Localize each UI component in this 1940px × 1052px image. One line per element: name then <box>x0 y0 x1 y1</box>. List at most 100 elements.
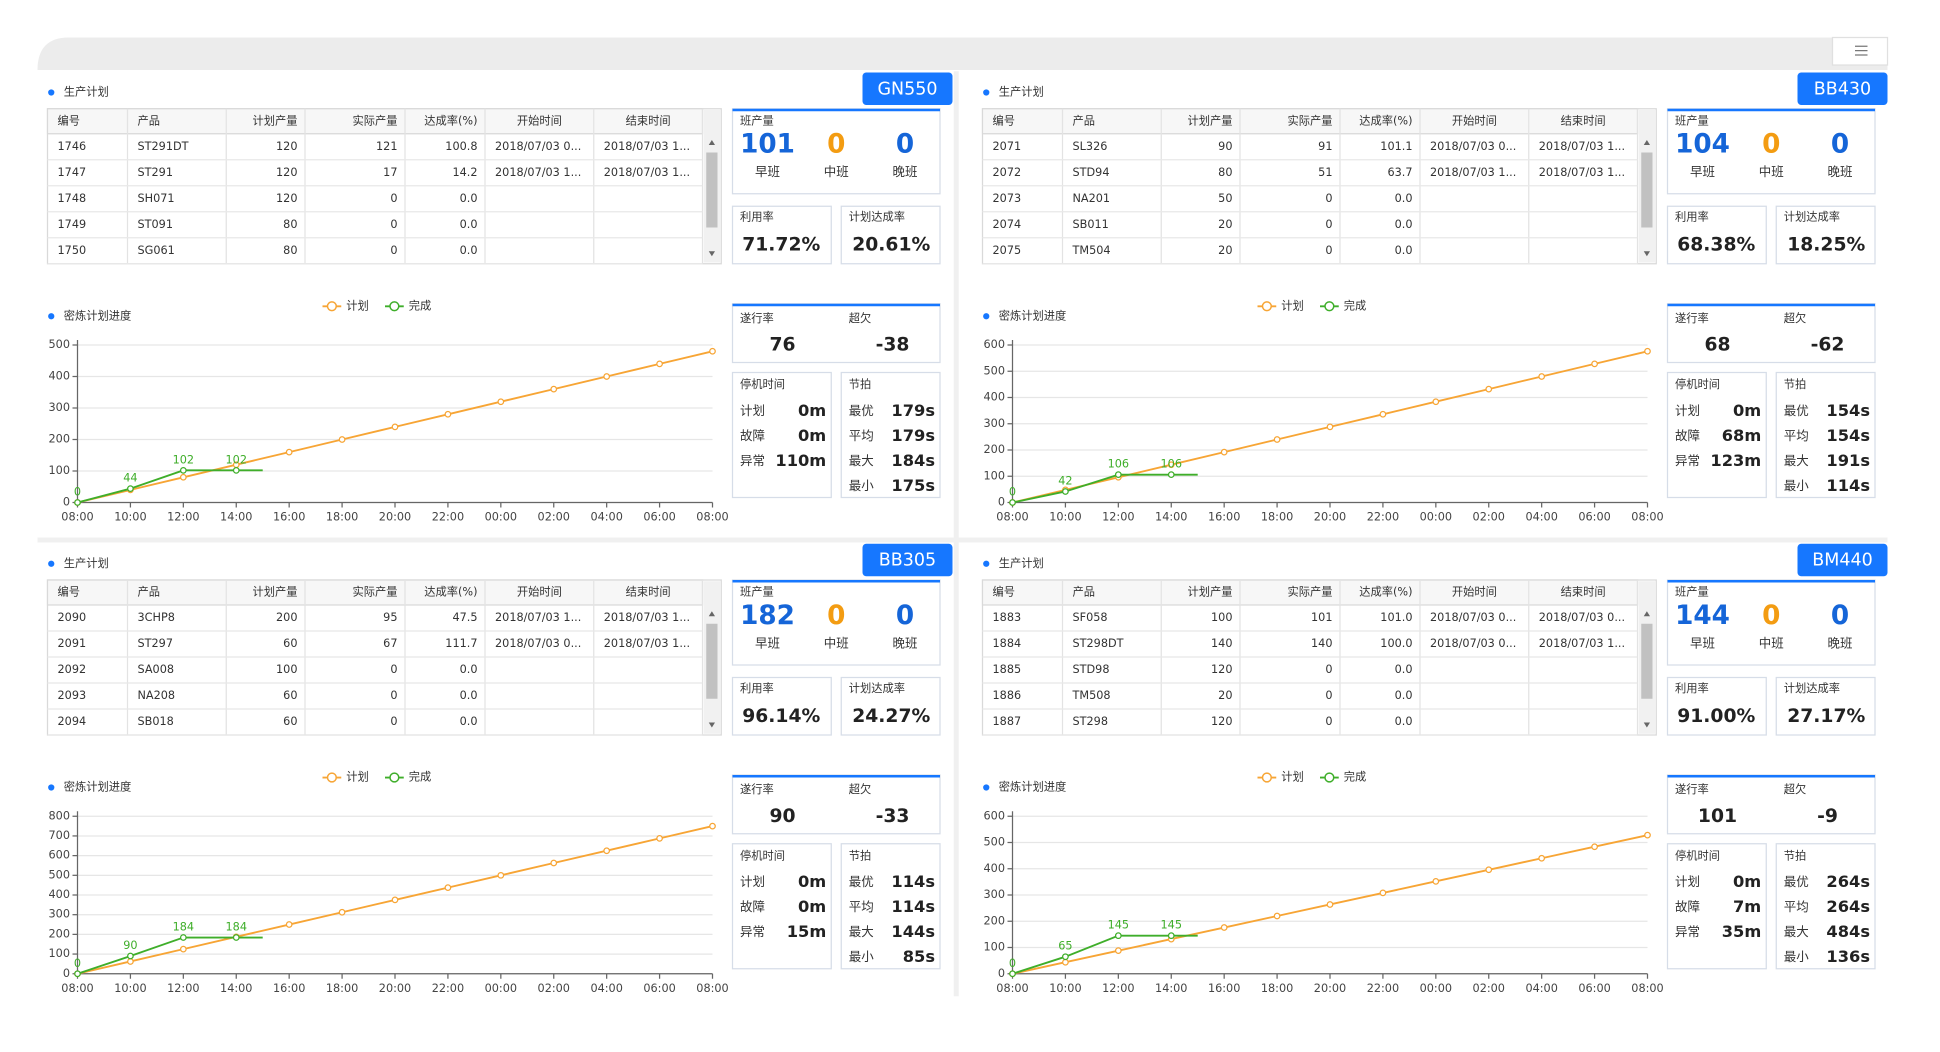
machine-name: BB430 <box>1814 79 1871 99</box>
cycle-label: 最优 <box>849 403 874 418</box>
table-cell: ST298 <box>1073 715 1109 728</box>
shift-label: 中班 <box>824 635 849 650</box>
x-tick-label: 06:00 <box>1578 511 1610 524</box>
table-cell: 2018/07/03 0... <box>1430 637 1516 650</box>
table-cell: 20 <box>1218 218 1232 231</box>
point <box>391 423 399 431</box>
table-cell: 2018/07/03 1... <box>1430 166 1516 179</box>
x-tick-label: 18:00 <box>1261 511 1293 524</box>
table-cell: 2072 <box>993 166 1022 179</box>
x-tick-label: 06:00 <box>643 511 675 524</box>
scroll-down <box>1643 722 1650 728</box>
cycle-value: 179s <box>891 426 935 445</box>
table-cell: 0.0 <box>460 192 478 205</box>
table-cell: TM504 <box>1072 244 1111 257</box>
shift-output: 0 <box>896 601 914 631</box>
menu-button[interactable] <box>1831 36 1889 66</box>
shift-label: 晚班 <box>1827 164 1852 179</box>
point <box>1062 958 1069 966</box>
downtime-label: 计划 <box>1675 874 1700 889</box>
table-cell: 100.8 <box>445 140 477 153</box>
table-cell: 2018/07/03 0... <box>495 140 581 153</box>
table-cell: 20 <box>1218 689 1232 702</box>
table-cell: 2018/07/03 1... <box>604 611 690 624</box>
legend-label: 计划 <box>1281 299 1304 312</box>
point <box>1273 912 1281 920</box>
shift-label: 中班 <box>1759 635 1784 650</box>
table-cell: 2075 <box>993 244 1022 257</box>
scroll-down <box>708 251 715 257</box>
machine-name: BB305 <box>879 551 936 571</box>
table-cell: 20 <box>1218 244 1232 257</box>
y-tick-label: 500 <box>984 364 1005 377</box>
scrollbar-thumb <box>706 623 718 699</box>
cycle-value: 136s <box>1826 947 1870 966</box>
point <box>1538 854 1546 862</box>
table-cell: 1883 <box>993 611 1022 624</box>
point <box>127 952 134 960</box>
point <box>1273 436 1281 443</box>
table-cell: SB018 <box>138 715 174 728</box>
point <box>1167 471 1175 479</box>
table-cell: 0 <box>390 715 397 728</box>
downtime-value: 0m <box>798 897 826 916</box>
x-tick-label: 20:00 <box>1314 511 1346 524</box>
bullet <box>48 560 55 567</box>
machine-tag <box>862 543 953 577</box>
table-cell: 0 <box>1325 689 1332 702</box>
column-header: 编号 <box>58 585 81 599</box>
column-header: 开始时间 <box>1452 113 1497 127</box>
table-cell: 2018/07/03 1... <box>495 611 581 624</box>
point <box>497 398 505 406</box>
point <box>338 908 346 916</box>
point <box>603 847 611 855</box>
series-line <box>1012 473 1198 504</box>
table-cell: 120 <box>276 192 297 205</box>
divider <box>37 537 1888 543</box>
cycle-value: 154s <box>1826 401 1870 420</box>
table-cell: 2090 <box>58 611 87 624</box>
y-tick-label: 500 <box>49 868 70 881</box>
cycle-value: 114s <box>1826 476 1870 495</box>
y-tick-label: 800 <box>49 809 70 822</box>
point <box>1326 423 1334 431</box>
legend-marker <box>1261 772 1272 783</box>
card-accent <box>732 303 940 307</box>
point <box>1009 970 1016 978</box>
y-tick-label: 200 <box>49 433 70 446</box>
x-tick-label: 10:00 <box>114 982 146 995</box>
data-label: 0 <box>74 957 81 970</box>
card-label: 停机时间 <box>1675 848 1720 862</box>
table-cell: 60 <box>283 637 297 650</box>
column-header: 产品 <box>1073 113 1096 127</box>
downtime-label: 故障 <box>1675 428 1700 443</box>
y-tick-label: 300 <box>49 908 70 921</box>
table-cell: 100 <box>1211 611 1232 624</box>
point <box>1644 347 1651 355</box>
cycle-value: 191s <box>1826 451 1870 470</box>
x-tick-label: 02:00 <box>538 511 570 524</box>
x-tick-label: 08:00 <box>61 982 93 995</box>
table-cell: 2071 <box>993 140 1022 153</box>
x-tick-label: 16:00 <box>1208 511 1240 524</box>
table-cell: STD98 <box>1073 663 1110 676</box>
table-cell: ST297 <box>138 637 174 650</box>
table-cell: 120 <box>276 140 297 153</box>
point <box>550 385 558 393</box>
legend-label: 计划 <box>346 299 369 312</box>
x-tick-label: 22:00 <box>432 982 464 995</box>
x-tick-label: 10:00 <box>1049 982 1081 995</box>
downtime-label: 异常 <box>1675 924 1700 939</box>
point <box>656 835 663 842</box>
card-label: 超欠 <box>849 782 872 796</box>
cycle-label: 平均 <box>849 428 874 443</box>
table-cell: 1748 <box>58 192 87 205</box>
table-cell: 0.0 <box>460 689 478 702</box>
point <box>709 347 716 355</box>
column-header: 结束时间 <box>626 586 671 599</box>
cycle-value: 154s <box>1826 426 1870 445</box>
performance-value: 76 <box>769 335 795 356</box>
x-tick-label: 02:00 <box>1473 982 1505 995</box>
y-tick-label: 100 <box>984 469 1005 482</box>
point <box>338 436 346 443</box>
